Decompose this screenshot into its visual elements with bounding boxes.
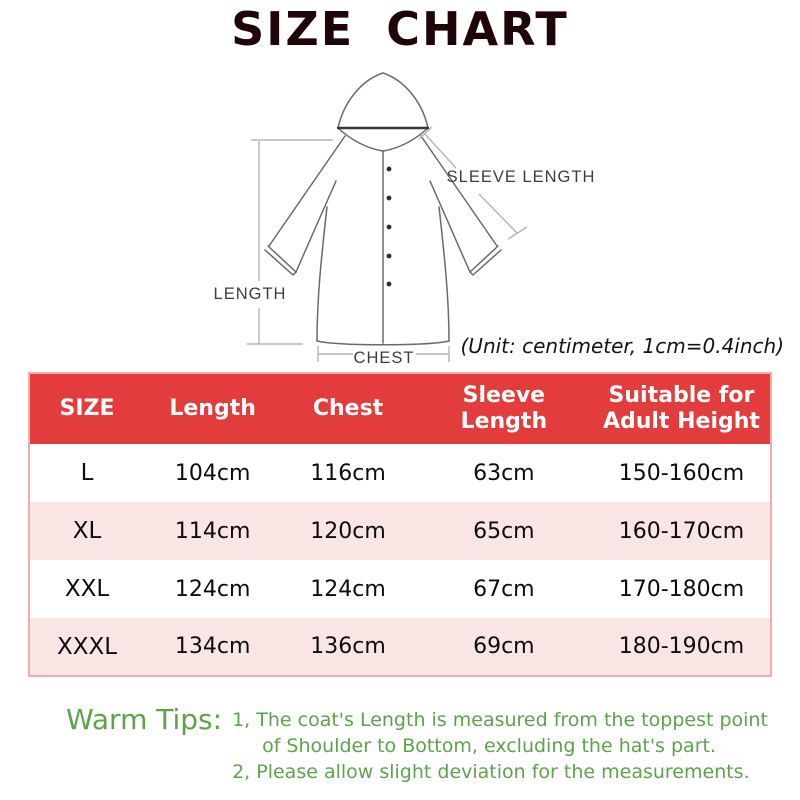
column-header-adult-height: Suitable for Adult Height — [592, 373, 771, 444]
size-cell: L — [80, 460, 94, 486]
length-cell: 134cm — [174, 634, 251, 659]
sleeve-length-cell: 65cm — [473, 518, 535, 544]
sleeve-length-cell: 69cm — [473, 634, 535, 659]
adult-height-cell: 160-170cm — [618, 518, 745, 544]
chest-cell: 120cm — [310, 518, 386, 544]
adult-height-cell: 180-190cm — [618, 634, 745, 659]
right-body-side — [438, 206, 450, 342]
right-cuff-fold — [469, 249, 502, 276]
chest-dimension-lines — [317, 346, 450, 362]
adult-height-cell: 170-180cm — [618, 576, 745, 602]
chest-label: CHEST — [354, 349, 415, 367]
unit-note: (Unit: centimeter, 1cm=0.4inch) — [460, 334, 785, 358]
length-label: LENGTH — [214, 285, 287, 303]
left-cuff — [267, 245, 297, 273]
left-body-side — [316, 206, 328, 342]
size-table-header: SIZE Length Chest Sleeve Length Suitable… — [29, 373, 771, 444]
adult-height-cell: 150-160cm — [618, 460, 745, 486]
warm-tips-section: Warm Tips: 1, The coat's Length is measu… — [66, 700, 786, 785]
length-cell: 114cm — [174, 518, 251, 544]
right-sleeve-outer — [420, 135, 498, 247]
hood-lower-left — [337, 127, 384, 152]
hood-lower-right — [382, 127, 429, 152]
page-title: SIZE CHART — [231, 2, 569, 56]
table-row-xl: XL 114cm 120cm 65cm 160-170cm — [29, 502, 771, 560]
column-header-chest: Chest — [281, 373, 415, 444]
header-row: SIZE Length Chest Sleeve Length Suitable… — [29, 373, 771, 444]
size-cell: XL — [72, 518, 102, 544]
sleeve-dimension-lines — [418, 126, 528, 240]
column-header-size: SIZE — [29, 373, 144, 444]
hood-dome — [337, 72, 429, 129]
coat-outline — [264, 72, 502, 346]
table-row-xxl: XXL 124cm 124cm 67cm 170-180cm — [29, 560, 771, 618]
size-cell: XXXL — [56, 633, 118, 660]
coat-buttons — [386, 166, 392, 287]
size-table-body: L 104cm 116cm 63cm 150-160cm XL 114cm 12… — [29, 444, 771, 676]
table-row-xxxl: XXXL 134cm 136cm 69cm 180-190cm — [29, 618, 771, 676]
sleeve-length-cell: 67cm — [473, 576, 535, 602]
length-cell: 124cm — [174, 576, 251, 602]
length-dimension-lines — [247, 139, 333, 345]
size-cell: XXL — [64, 576, 110, 602]
warm-tips-line-2: of Shoulder to Bottom, excluding the hat… — [262, 735, 716, 757]
column-header-sleeve-length: Sleeve Length — [414, 373, 593, 444]
warm-tips-line-1: 1, The coat's Length is measured from th… — [232, 709, 768, 731]
table-row-l: L 104cm 116cm 63cm 150-160cm — [29, 444, 771, 502]
left-cuff-fold — [264, 249, 297, 276]
warm-tips-label: Warm Tips: — [66, 703, 223, 736]
size-table: SIZE Length Chest Sleeve Length Suitable… — [28, 372, 772, 677]
hem-line — [316, 340, 450, 346]
column-header-length: Length — [144, 373, 282, 444]
warm-tips-line-3: 2, Please allow slight deviation for the… — [232, 761, 750, 783]
right-sleeve-inner — [429, 180, 471, 273]
left-sleeve-outer — [268, 135, 346, 247]
sleeve-length-cell: 63cm — [473, 460, 535, 486]
coat-diagram: LENGTH CHEST SLEEVE LENGTH — [214, 72, 596, 367]
size-table-container: SIZE Length Chest Sleeve Length Suitable… — [28, 372, 772, 677]
chest-cell: 124cm — [310, 576, 386, 602]
right-cuff — [469, 245, 499, 273]
chest-cell: 136cm — [310, 634, 386, 659]
length-cell: 104cm — [174, 460, 251, 486]
chest-cell: 116cm — [310, 460, 386, 486]
left-sleeve-inner — [295, 180, 337, 273]
sleeve-length-label: SLEEVE LENGTH — [447, 168, 596, 186]
warm-tips-text: 1, The coat's Length is measured from th… — [232, 700, 768, 785]
